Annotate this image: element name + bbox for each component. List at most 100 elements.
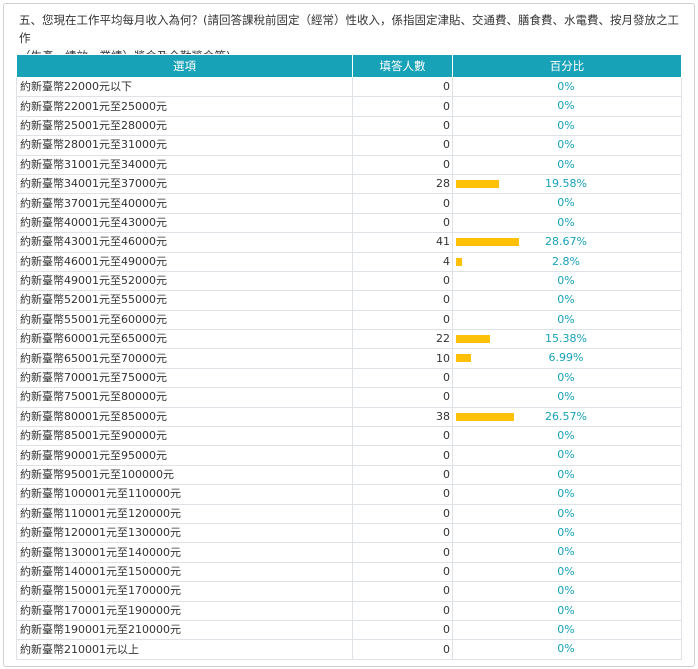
table-row: 約新臺幣85001元至90000元 0 0% bbox=[16, 426, 682, 447]
response-count: 38 bbox=[352, 406, 453, 428]
percent-cell: 0% bbox=[452, 561, 682, 583]
percent-value: 15.38% bbox=[545, 332, 587, 346]
percent-cell: 0% bbox=[452, 154, 682, 175]
option-label: 約新臺幣34001元至37000元 bbox=[16, 173, 353, 195]
option-label: 約新臺幣49001元至52000元 bbox=[16, 270, 353, 292]
option-label: 約新臺幣52001元至55000元 bbox=[16, 290, 353, 311]
percent-cell: 0% bbox=[452, 135, 682, 156]
option-label: 約新臺幣90001元至95000元 bbox=[16, 445, 353, 466]
table-row: 約新臺幣65001元至70000元 10 6.99% bbox=[16, 348, 682, 369]
percent-value: 0% bbox=[557, 545, 575, 559]
percent-cell: 0% bbox=[452, 309, 682, 331]
percent-cell: 0% bbox=[452, 619, 682, 641]
table-row: 約新臺幣34001元至37000元 28 19.58% bbox=[16, 173, 682, 195]
table-row: 約新臺幣110001元至120000元 0 0% bbox=[16, 503, 682, 524]
percent-cell: 0% bbox=[452, 212, 682, 234]
table-row: 約新臺幣100001元至110000元 0 0% bbox=[16, 484, 682, 505]
option-label: 約新臺幣130001元至140000元 bbox=[16, 542, 353, 563]
percent-value: 0% bbox=[557, 273, 575, 287]
percent-value: 0% bbox=[557, 157, 575, 171]
percent-value: 0% bbox=[557, 506, 575, 520]
percent-cell: 0% bbox=[452, 115, 682, 137]
percent-cell: 0% bbox=[452, 445, 682, 466]
header-percent: 百分比 bbox=[452, 54, 682, 78]
header-count: 填答人數 bbox=[352, 54, 453, 78]
table-row: 約新臺幣55001元至60000元 0 0% bbox=[16, 309, 682, 331]
percent-value: 0% bbox=[557, 429, 575, 443]
percent-value: 19.58% bbox=[545, 176, 587, 190]
response-count: 0 bbox=[352, 639, 453, 660]
option-label: 約新臺幣75001元至80000元 bbox=[16, 387, 353, 408]
response-count: 41 bbox=[352, 232, 453, 253]
percent-value: 0% bbox=[557, 138, 575, 152]
option-label: 約新臺幣210001元以上 bbox=[16, 639, 353, 660]
response-count: 0 bbox=[352, 426, 453, 447]
percent-cell: 0% bbox=[452, 76, 682, 98]
percent-bar bbox=[456, 354, 471, 363]
table-row: 約新臺幣37001元至40000元 0 0% bbox=[16, 193, 682, 214]
percent-cell: 0% bbox=[452, 522, 682, 544]
table-row: 約新臺幣170001元至190000元 0 0% bbox=[16, 600, 682, 621]
response-count: 10 bbox=[352, 348, 453, 369]
option-label: 約新臺幣110001元至120000元 bbox=[16, 503, 353, 524]
option-label: 約新臺幣150001元至170000元 bbox=[16, 581, 353, 602]
response-count: 0 bbox=[352, 115, 453, 137]
response-count: 0 bbox=[352, 503, 453, 524]
percent-cell: 0% bbox=[452, 542, 682, 563]
option-label: 約新臺幣46001元至49000元 bbox=[16, 251, 353, 272]
option-label: 約新臺幣140001元至150000元 bbox=[16, 561, 353, 583]
option-label: 約新臺幣43001元至46000元 bbox=[16, 232, 353, 253]
response-count: 22 bbox=[352, 329, 453, 350]
percent-cell: 0% bbox=[452, 270, 682, 292]
response-count: 0 bbox=[352, 542, 453, 563]
percent-bar bbox=[456, 335, 490, 344]
response-count: 0 bbox=[352, 212, 453, 234]
percent-bar bbox=[456, 179, 499, 188]
table-row: 約新臺幣43001元至46000元 41 28.67% bbox=[16, 232, 682, 253]
percent-cell: 0% bbox=[452, 503, 682, 524]
option-label: 約新臺幣85001元至90000元 bbox=[16, 426, 353, 447]
response-count: 0 bbox=[352, 464, 453, 486]
response-count: 0 bbox=[352, 581, 453, 602]
response-count: 0 bbox=[352, 309, 453, 331]
percent-value: 0% bbox=[557, 118, 575, 132]
table-row: 約新臺幣190001元至210000元 0 0% bbox=[16, 619, 682, 641]
table-row: 約新臺幣70001元至75000元 0 0% bbox=[16, 367, 682, 389]
percent-bar bbox=[456, 257, 462, 266]
option-label: 約新臺幣120001元至130000元 bbox=[16, 522, 353, 544]
response-count: 0 bbox=[352, 290, 453, 311]
table-row: 約新臺幣40001元至43000元 0 0% bbox=[16, 212, 682, 234]
table-row: 約新臺幣52001元至55000元 0 0% bbox=[16, 290, 682, 311]
percent-value: 0% bbox=[557, 390, 575, 404]
option-label: 約新臺幣65001元至70000元 bbox=[16, 348, 353, 369]
option-label: 約新臺幣95001元至100000元 bbox=[16, 464, 353, 486]
option-label: 約新臺幣25001元至28000元 bbox=[16, 115, 353, 137]
response-count: 0 bbox=[352, 484, 453, 505]
percent-bar bbox=[456, 412, 514, 421]
table-row: 約新臺幣90001元至95000元 0 0% bbox=[16, 445, 682, 466]
table-row: 約新臺幣140001元至150000元 0 0% bbox=[16, 561, 682, 583]
percent-value: 2.8% bbox=[552, 254, 580, 268]
percent-value: 0% bbox=[557, 293, 575, 307]
response-count: 0 bbox=[352, 135, 453, 156]
response-count: 28 bbox=[352, 173, 453, 195]
table-body: 約新臺幣22000元以下 0 0% 約新臺幣22001元至25000元 0 0% 約新臺幣2… bbox=[16, 76, 682, 660]
response-count: 0 bbox=[352, 76, 453, 98]
option-label: 約新臺幣55001元至60000元 bbox=[16, 309, 353, 331]
response-count: 0 bbox=[352, 270, 453, 292]
percent-value: 0% bbox=[557, 196, 575, 210]
option-label: 約新臺幣37001元至40000元 bbox=[16, 193, 353, 214]
response-count: 0 bbox=[352, 522, 453, 544]
response-count: 0 bbox=[352, 600, 453, 621]
percent-value: 0% bbox=[557, 603, 575, 617]
percent-cell: 0% bbox=[452, 426, 682, 447]
percent-value: 28.67% bbox=[545, 235, 587, 249]
table-row: 約新臺幣120001元至130000元 0 0% bbox=[16, 522, 682, 544]
response-count: 0 bbox=[352, 193, 453, 214]
percent-cell: 0% bbox=[452, 367, 682, 389]
option-label: 約新臺幣190001元至210000元 bbox=[16, 619, 353, 641]
table-row: 約新臺幣49001元至52000元 0 0% bbox=[16, 270, 682, 292]
percent-cell: 0% bbox=[452, 600, 682, 621]
percent-value: 26.57% bbox=[545, 409, 587, 423]
percent-cell: 0% bbox=[452, 464, 682, 486]
